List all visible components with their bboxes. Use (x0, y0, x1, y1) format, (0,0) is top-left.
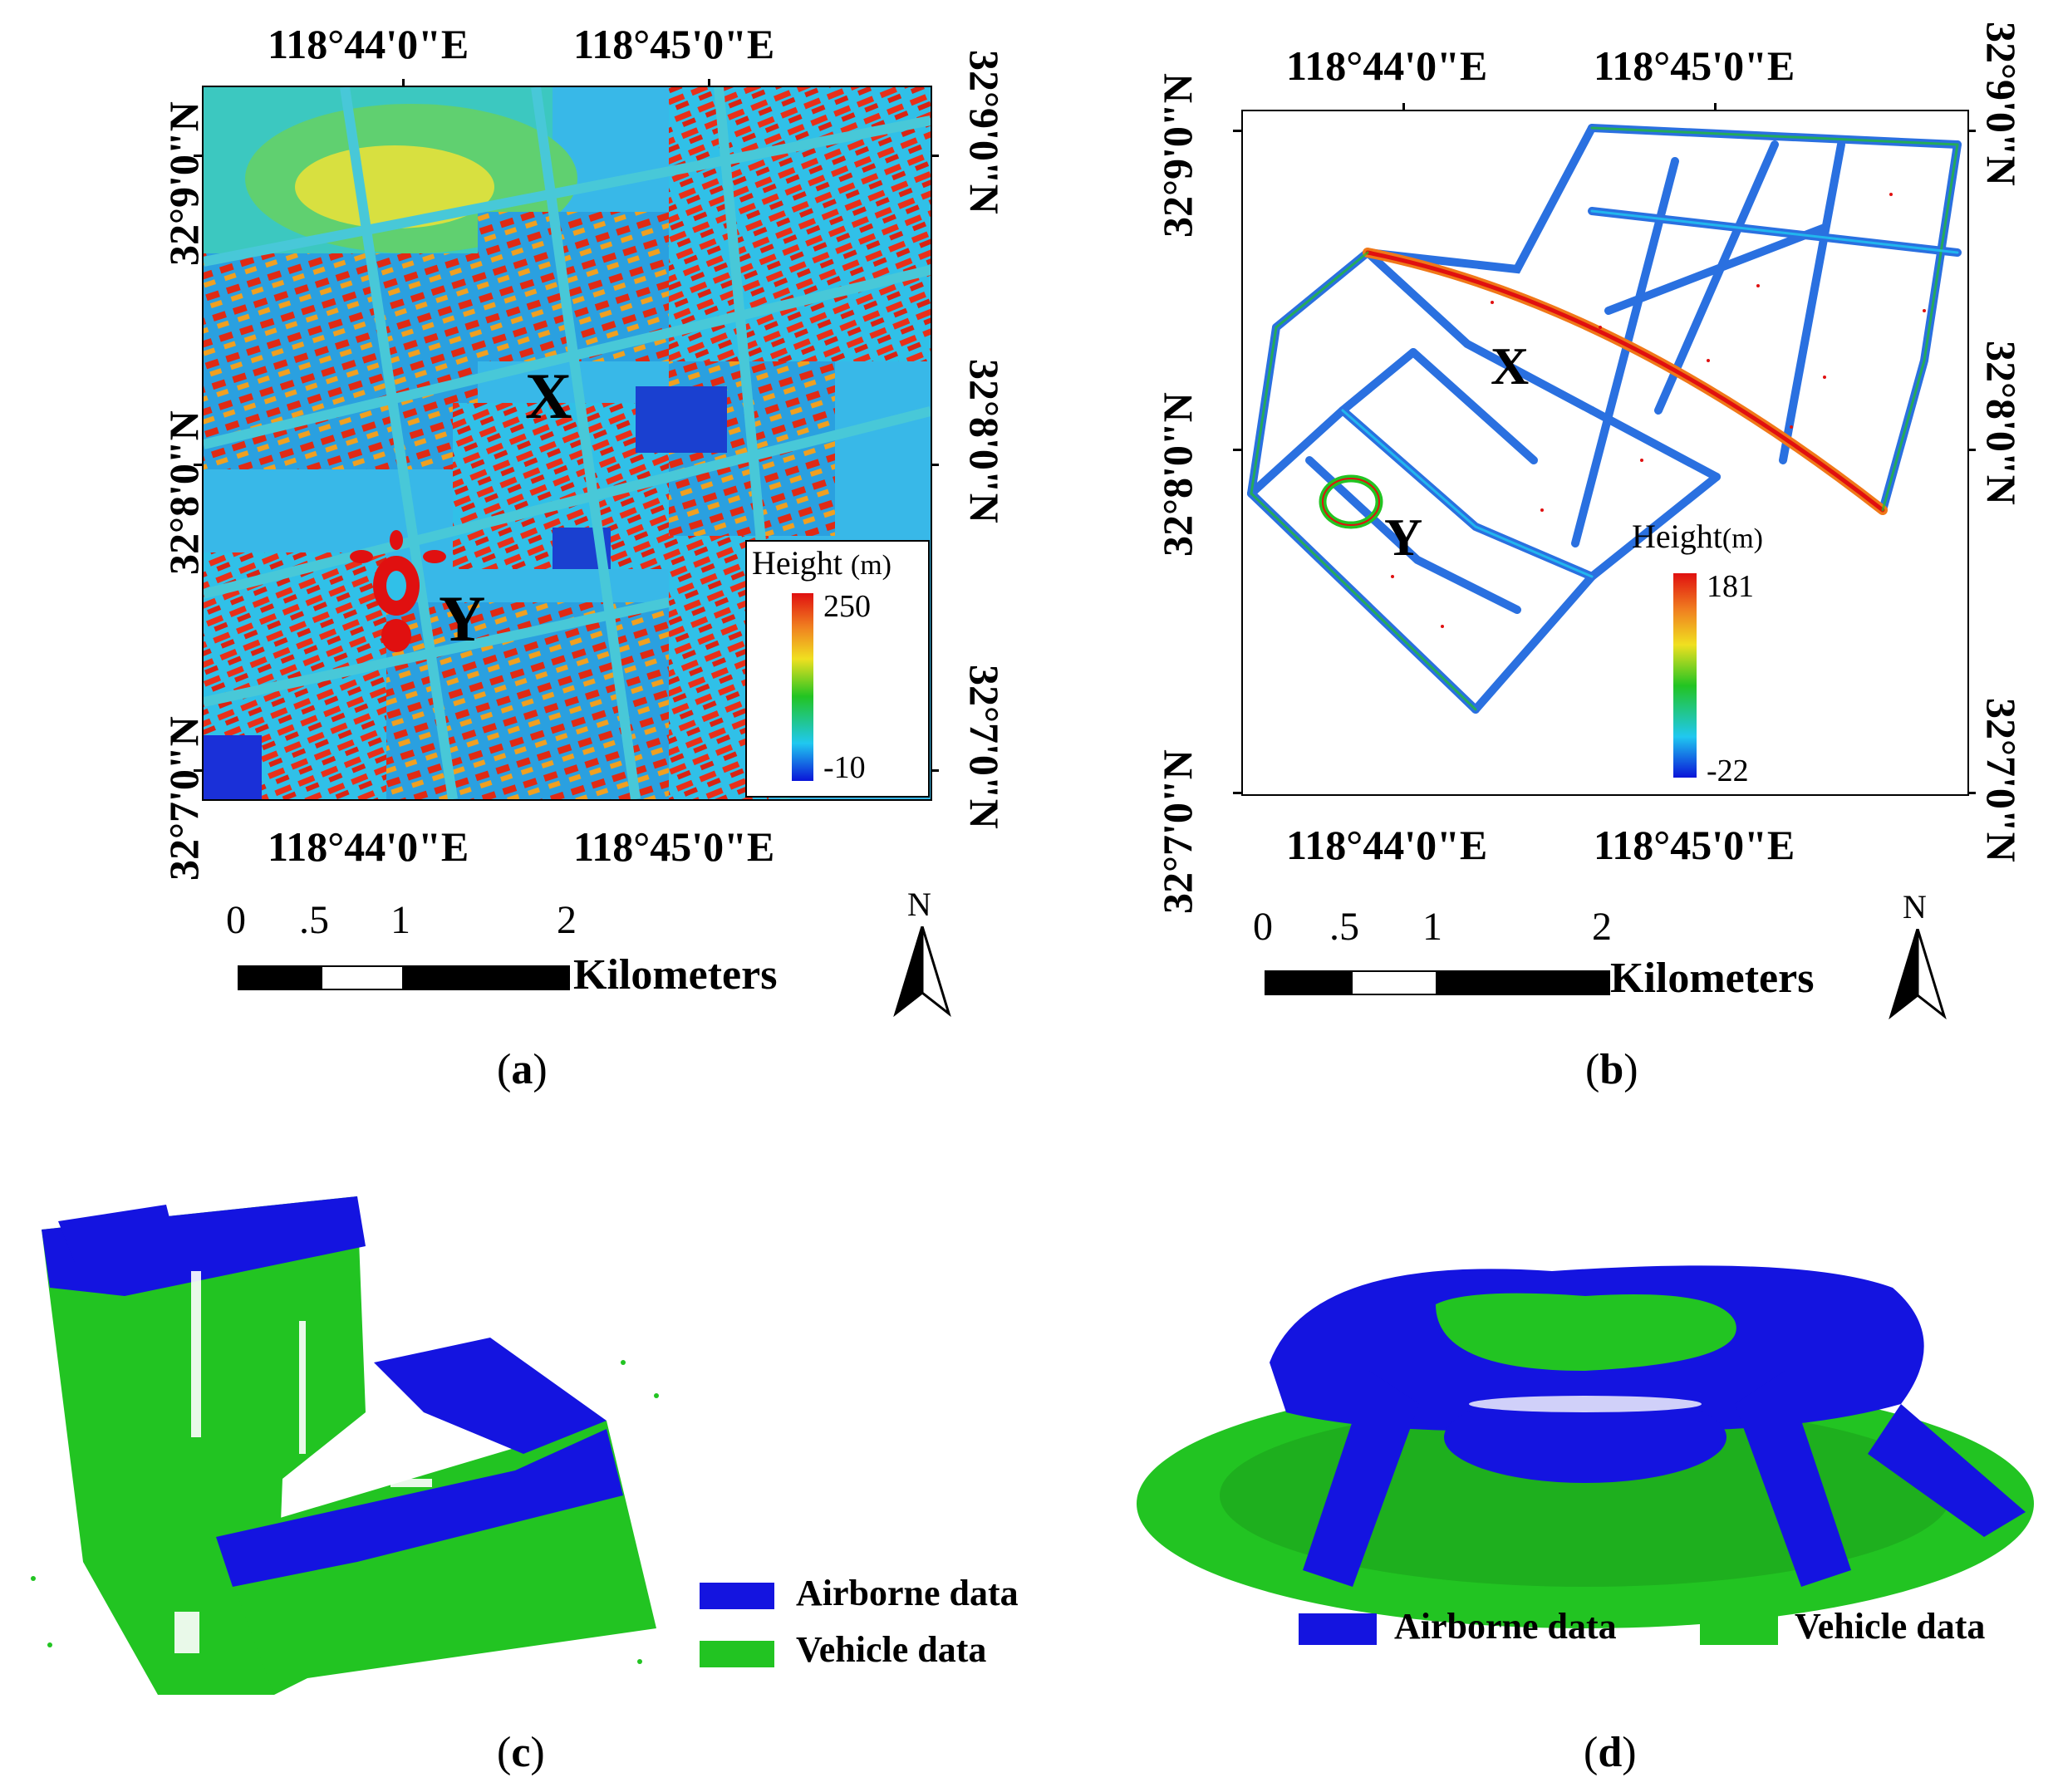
scale-unit-b: Kilometers (1610, 955, 1815, 1002)
legend-min-b: -22 (1707, 754, 1749, 788)
height-legend-b: Height(m) 181 -22 (1632, 517, 1823, 791)
legend-swatch-vehicle (1700, 1613, 1778, 1645)
building-pointcloud (31, 1196, 659, 1695)
marker-y: Y (1384, 508, 1423, 567)
tick-left-1 (194, 155, 202, 157)
scale-unit-a: Kilometers (573, 951, 778, 999)
marker-x: X (1491, 336, 1530, 395)
tick-left-3 (194, 769, 202, 772)
legend-max-a: 250 (823, 589, 871, 624)
lat-label-right-1: 32°9'0"N (961, 50, 1008, 214)
stadium-feature-a (350, 530, 446, 652)
legend-label-vehicle: Vehicle data (796, 1629, 987, 1670)
scale-tick-0: 0 (1253, 905, 1273, 949)
lon-label-bottom-1: 118°44'0"E (268, 823, 469, 870)
legend-min-a: -10 (823, 750, 866, 785)
tick-right-1 (931, 155, 939, 157)
height-map-airborne (202, 86, 932, 801)
caption-b: (b) (1585, 1046, 1638, 1093)
marker-y: Y (439, 582, 486, 655)
lon-label-top-1: 118°44'0"E (268, 21, 469, 67)
panel-a: 118°44'0"E 118°45'0"E 32°9'0"N 32°8'0"N … (0, 0, 1029, 1097)
lat-label-right-3: 32°7'0"N (1978, 698, 2025, 862)
tick-left-2 (194, 464, 202, 466)
scale-tick-05: .5 (299, 898, 329, 942)
tick-right-2 (1967, 449, 1976, 451)
panel-d: Airborne data Vehicle data (d) (1029, 1146, 2058, 1792)
tick-right-1 (1967, 130, 1976, 132)
lon-label-top-1: 118°44'0"E (1286, 42, 1488, 89)
tick-top-2 (1714, 103, 1717, 111)
tick-right-3 (931, 769, 939, 772)
lat-label-right-1: 32°9'0"N (1978, 22, 2025, 186)
north-arrow-a: N (889, 885, 955, 1018)
scale-tick-1: 1 (390, 898, 410, 942)
map-image-a (204, 87, 931, 799)
north-arrow-b: N (1884, 887, 1951, 1020)
lon-label-bottom-2: 118°45'0"E (1594, 822, 1795, 868)
lat-label-right-2: 32°8'0"N (1978, 341, 2025, 505)
tick-top-1 (402, 79, 405, 87)
scale-tick-0: 0 (226, 898, 246, 942)
legend-label-vehicle: Vehicle data (1795, 1606, 1986, 1647)
legend-title-b: Height(m) (1632, 518, 1763, 555)
scale-tick-1: 1 (1422, 905, 1442, 949)
lon-label-bottom-1: 118°44'0"E (1286, 822, 1488, 868)
lon-label-bottom-2: 118°45'0"E (573, 823, 775, 870)
scale-tick-2: 2 (1592, 905, 1612, 949)
marker-x: X (525, 360, 572, 432)
tick-left-3 (1233, 792, 1241, 794)
caption-d: (d) (1584, 1729, 1637, 1776)
legend-swatch-airborne (1299, 1613, 1377, 1645)
caption-a: (a) (497, 1046, 548, 1093)
caption-c: (c) (497, 1729, 545, 1776)
legend-ramp-a (792, 593, 813, 781)
stadium-pointcloud (1137, 1265, 2034, 1628)
tick-left-1 (1233, 130, 1241, 132)
lat-label-right-3: 32°7'0"N (961, 665, 1008, 829)
tick-left-2 (1233, 449, 1241, 451)
north-arrow-icon (1889, 929, 1947, 1020)
lon-label-top-2: 118°45'0"E (573, 21, 775, 67)
lat-label-left-3: 32°7'0"N (1154, 749, 1201, 914)
legend-title-a: Height (m) (752, 544, 891, 582)
legend-max-b: 181 (1707, 569, 1754, 604)
north-arrow-icon (893, 926, 951, 1018)
scale-tick-05: .5 (1329, 905, 1359, 949)
tick-right-2 (931, 464, 939, 466)
legend-label-airborne: Airborne data (1394, 1606, 1617, 1647)
panel-c: Airborne data Vehicle data (c) (0, 1146, 1029, 1792)
north-label-a: N (907, 886, 931, 923)
height-legend-a: Height (m) 250 -10 (745, 540, 930, 798)
lat-label-left-1: 32°9'0"N (1154, 73, 1201, 238)
north-label-b: N (1903, 888, 1927, 925)
legend-swatch-airborne (700, 1583, 774, 1609)
map-image-b (1247, 124, 1962, 714)
lat-label-right-2: 32°8'0"N (961, 359, 1008, 523)
legend-swatch-vehicle (700, 1641, 774, 1667)
tick-top-1 (1402, 103, 1405, 111)
legend-label-airborne: Airborne data (796, 1573, 1019, 1613)
panel-b: 118°44'0"E 118°45'0"E 32°9'0"N 32°8'0"N … (1029, 0, 2058, 1097)
legend-ramp-b (1673, 573, 1697, 778)
lon-label-top-2: 118°45'0"E (1594, 42, 1795, 89)
lat-label-left-2: 32°8'0"N (1154, 392, 1201, 557)
tick-right-3 (1967, 792, 1976, 794)
tick-top-2 (708, 79, 710, 87)
height-map-vehicle (1241, 110, 1969, 796)
scale-tick-2: 2 (557, 898, 577, 942)
